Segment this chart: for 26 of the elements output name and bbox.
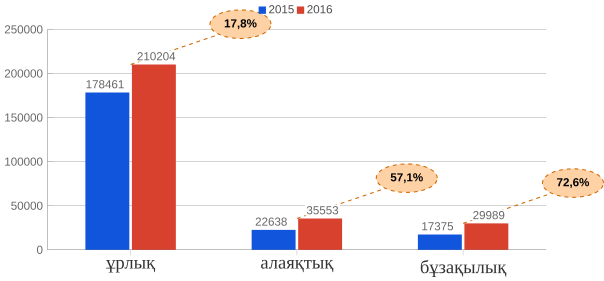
bar bbox=[252, 230, 296, 250]
bar bbox=[464, 223, 508, 250]
annotation: 57,1% bbox=[390, 173, 423, 183]
bar bbox=[418, 234, 462, 250]
data-label: 22638 bbox=[256, 217, 287, 226]
y-tick-label: 250000 bbox=[4, 25, 42, 34]
data-label: 29989 bbox=[473, 210, 504, 220]
x-tick-label: ұрлық bbox=[106, 260, 156, 272]
y-tick-label: 0 bbox=[36, 246, 43, 254]
data-label: 17375 bbox=[422, 222, 454, 230]
x-tick-label: алаяқтық bbox=[261, 260, 334, 272]
x-tick-label: бұзақылық bbox=[420, 260, 506, 277]
annotation: 72,6% bbox=[557, 178, 590, 188]
y-tick-label: 50000 bbox=[11, 201, 43, 210]
data-label: 178461 bbox=[86, 80, 124, 88]
data-label: 210204 bbox=[138, 52, 176, 60]
bar bbox=[132, 64, 176, 250]
y-tick-label: 100000 bbox=[5, 157, 42, 166]
bar bbox=[85, 92, 130, 250]
y-tick-label: 200000 bbox=[4, 69, 42, 78]
legend-label: 2015 bbox=[269, 4, 294, 14]
data-label: 35553 bbox=[306, 206, 338, 214]
legend-label: 2016 bbox=[307, 4, 332, 14]
annotation: 17,8% bbox=[224, 19, 257, 29]
bar bbox=[298, 218, 342, 250]
y-tick-label: 150000 bbox=[5, 113, 42, 122]
